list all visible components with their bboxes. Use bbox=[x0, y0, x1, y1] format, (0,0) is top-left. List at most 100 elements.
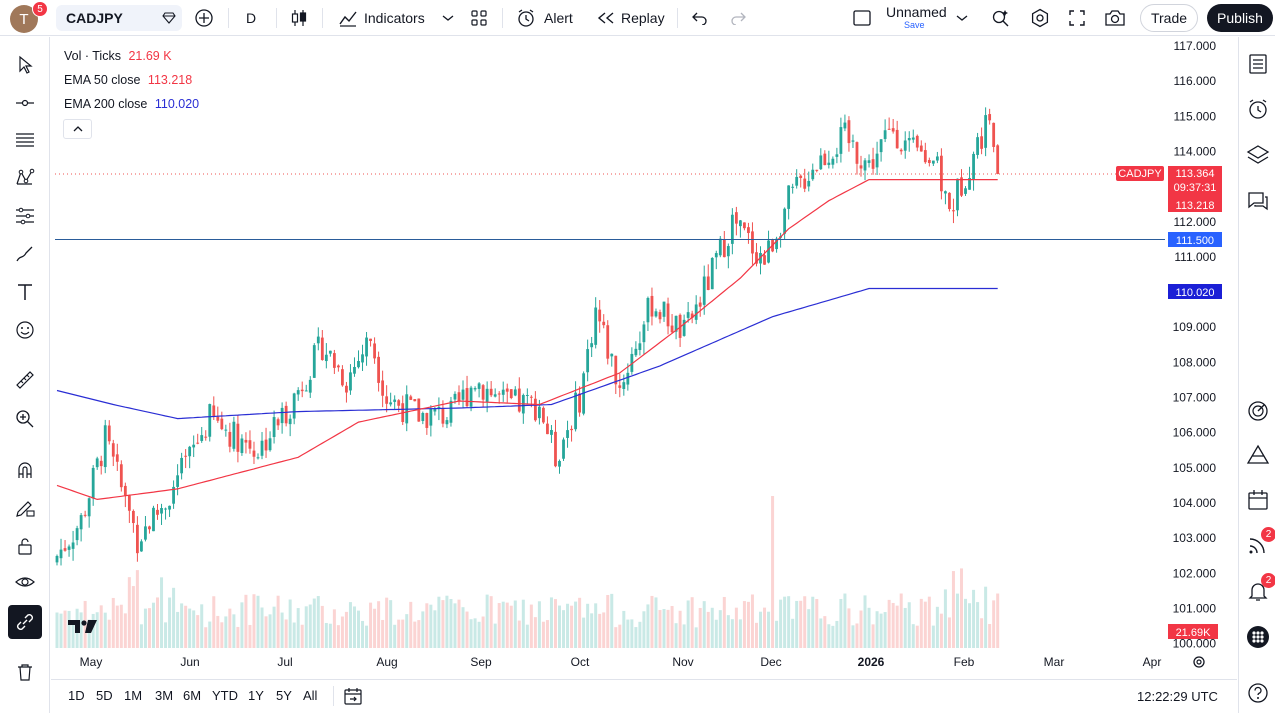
forecast-tool[interactable] bbox=[8, 199, 42, 233]
cursor-tool[interactable] bbox=[8, 48, 42, 82]
range-button-1m[interactable]: 1M bbox=[124, 688, 143, 703]
alerts-panel-button[interactable] bbox=[1242, 93, 1274, 125]
technicals-button[interactable] bbox=[1242, 395, 1274, 427]
legend-ema200[interactable]: EMA 200 close 110.020 bbox=[64, 97, 199, 111]
lock-drawings[interactable] bbox=[8, 529, 42, 563]
volume-bar bbox=[827, 624, 831, 648]
compare-add-symbol-button[interactable] bbox=[194, 0, 216, 36]
brush-tool[interactable] bbox=[8, 237, 42, 271]
candle-body bbox=[730, 214, 734, 244]
candle-body bbox=[220, 418, 224, 430]
fullscreen-button[interactable] bbox=[1068, 0, 1086, 36]
stay-in-drawing-mode[interactable] bbox=[8, 491, 42, 525]
sync-drawings[interactable] bbox=[8, 605, 42, 639]
candle-body bbox=[622, 382, 626, 390]
watchlist-button[interactable] bbox=[1242, 48, 1274, 80]
candle-body bbox=[751, 231, 754, 254]
indicators-dropdown[interactable] bbox=[442, 0, 454, 36]
text-tool[interactable] bbox=[8, 275, 42, 309]
indicators-button[interactable]: Indicators bbox=[338, 0, 425, 36]
interval-button[interactable]: D bbox=[246, 0, 256, 36]
publish-button[interactable]: Publish bbox=[1207, 4, 1273, 32]
range-button-ytd[interactable]: YTD bbox=[212, 688, 238, 703]
price-tick-label: 112.000 bbox=[1174, 215, 1217, 229]
volume-bar bbox=[839, 598, 843, 648]
object-tree-button[interactable] bbox=[1242, 139, 1274, 171]
candle-body bbox=[260, 440, 264, 456]
volume-bar bbox=[638, 621, 642, 648]
layout-toggle-button[interactable] bbox=[852, 0, 872, 36]
trade-button[interactable]: Trade bbox=[1140, 4, 1198, 32]
calendar-button[interactable] bbox=[1242, 484, 1274, 516]
legend-volume[interactable]: Vol · Ticks 21.69 K bbox=[64, 49, 172, 63]
question-icon bbox=[1248, 683, 1268, 703]
candle-body bbox=[453, 393, 457, 400]
volume-bar bbox=[405, 614, 409, 648]
templates-button[interactable] bbox=[470, 0, 488, 36]
apps-button[interactable] bbox=[1242, 621, 1274, 653]
volume-bar bbox=[413, 621, 417, 648]
pattern-tool[interactable] bbox=[8, 161, 42, 195]
top-toolbar: T 5 CADJPY D Indicators Alert Replay Unn… bbox=[0, 0, 1275, 36]
candle-body bbox=[296, 390, 300, 395]
layers-icon bbox=[1246, 145, 1270, 164]
volume-bar bbox=[300, 624, 304, 648]
go-to-date-button[interactable] bbox=[343, 686, 363, 709]
zoom-tool[interactable] bbox=[8, 402, 42, 436]
range-button-3m[interactable]: 3M bbox=[155, 688, 174, 703]
trend-line-tool[interactable] bbox=[8, 86, 42, 120]
volume-bar bbox=[783, 596, 787, 648]
settings-button[interactable] bbox=[1030, 0, 1050, 36]
layout-dropdown[interactable] bbox=[956, 0, 968, 36]
redo-button[interactable] bbox=[730, 0, 746, 36]
utc-clock[interactable]: 12:22:29 UTC bbox=[1137, 689, 1218, 704]
volume-bar bbox=[264, 616, 268, 648]
help-button[interactable] bbox=[1242, 677, 1274, 709]
range-button-5d[interactable]: 5D bbox=[96, 688, 113, 703]
emoji-tool[interactable] bbox=[8, 313, 42, 347]
ruler-tool[interactable] bbox=[8, 363, 42, 397]
magnet-tool[interactable] bbox=[8, 453, 42, 487]
fullscreen-icon bbox=[1069, 10, 1085, 26]
range-button-6m[interactable]: 6M bbox=[183, 688, 202, 703]
chats-button[interactable] bbox=[1242, 185, 1274, 217]
layout-name[interactable]: Unnamed bbox=[886, 4, 947, 20]
hide-drawings[interactable] bbox=[8, 565, 42, 599]
candle-body bbox=[111, 443, 115, 457]
symbol-search[interactable]: CADJPY bbox=[56, 5, 182, 31]
replay-button[interactable]: Replay bbox=[597, 0, 665, 36]
chart-type-button[interactable] bbox=[290, 0, 308, 36]
undo-button[interactable] bbox=[692, 0, 708, 36]
legend-collapse-button[interactable] bbox=[63, 119, 92, 139]
volume-bar bbox=[976, 602, 980, 648]
range-button-1d[interactable]: 1D bbox=[68, 688, 85, 703]
volume-bar bbox=[553, 599, 557, 648]
volume-bar bbox=[320, 605, 324, 648]
candle-body bbox=[606, 325, 610, 359]
quick-search-button[interactable] bbox=[991, 0, 1011, 36]
ideas-button[interactable] bbox=[1242, 439, 1274, 471]
volume-bar bbox=[188, 608, 192, 648]
range-button-1y[interactable]: 1Y bbox=[248, 688, 264, 703]
candle-body bbox=[473, 388, 477, 390]
user-avatar[interactable]: T bbox=[10, 5, 38, 33]
candle-body bbox=[747, 227, 750, 234]
volume-bar bbox=[911, 624, 915, 648]
news-badge: 2 bbox=[1261, 527, 1275, 542]
legend-ema50[interactable]: EMA 50 close 113.218 bbox=[64, 73, 192, 87]
volume-bar bbox=[164, 622, 168, 648]
candle-body bbox=[71, 542, 75, 549]
notifications-button[interactable]: 2 bbox=[1242, 573, 1275, 607]
layout-save-link[interactable]: Save bbox=[904, 20, 925, 30]
range-button-5y[interactable]: 5Y bbox=[276, 688, 292, 703]
range-button-all[interactable]: All bbox=[303, 688, 318, 703]
candle-body bbox=[658, 312, 662, 320]
volume-bar bbox=[714, 619, 718, 648]
volume-bar bbox=[578, 597, 582, 648]
remove-drawings[interactable] bbox=[8, 655, 42, 689]
fib-tool[interactable] bbox=[8, 123, 42, 157]
snapshot-button[interactable] bbox=[1104, 0, 1126, 36]
alert-button[interactable]: Alert bbox=[516, 0, 573, 36]
news-button[interactable]: 2 bbox=[1242, 527, 1275, 561]
